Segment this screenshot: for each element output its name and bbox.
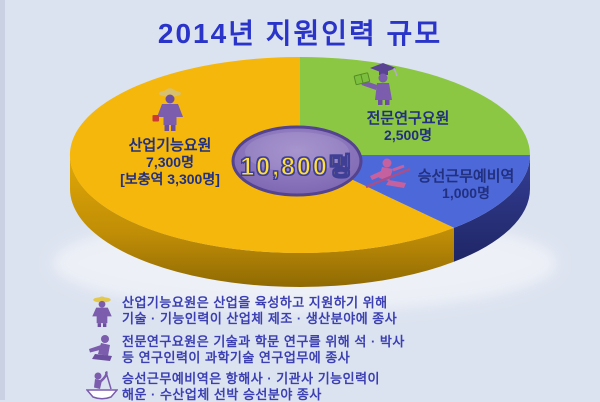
note-row-industrial: 산업기능요원은 산업을 육성하고 지원하기 위해 기술 · 기능인력이 산업체 … — [82, 295, 562, 328]
total-label: 10,800명 — [215, 147, 379, 183]
slice-label-ship: 승선근무예비역 1,000명 — [384, 168, 548, 202]
note-row-research: 전문연구요원은 기술과 학문 연구를 위해 석 · 박사 등 연구인력이 과학기… — [82, 334, 562, 365]
slice-label-research: 전문연구요원 2,500명 — [328, 110, 488, 144]
note-text: 승선근무예비역은 항해사 · 기관사 기능인력이 해운 · 수산업체 선박 승선… — [122, 371, 380, 402]
note-row-ship: 승선근무예비역은 항해사 · 기관사 기능인력이 해운 · 수산업체 선박 승선… — [82, 371, 562, 402]
note-line-1: 산업기능요원은 산업을 육성하고 지원하기 위해 — [122, 295, 397, 311]
slice-name: 전문연구요원 — [328, 110, 488, 127]
note-text: 산업기능요원은 산업을 육성하고 지원하기 위해 기술 · 기능인력이 산업체 … — [122, 295, 397, 326]
notes-list: 산업기능요원은 산업을 육성하고 지원하기 위해 기술 · 기능인력이 산업체 … — [82, 295, 562, 402]
note-line-2: 등 연구인력이 과학기술 연구업무에 종사 — [122, 350, 405, 366]
note-line-1: 전문연구요원은 기술과 학문 연구를 위해 석 · 박사 — [122, 334, 405, 350]
researcher-icon — [82, 334, 122, 362]
note-line-1: 승선근무예비역은 항해사 · 기관사 기능인력이 — [122, 371, 380, 387]
slice-name: 승선근무예비역 — [384, 168, 548, 185]
note-line-2: 기술 · 기능인력이 산업체 제조 · 생산분야에 종사 — [122, 311, 397, 327]
note-text: 전문연구요원은 기술과 학문 연구를 위해 석 · 박사 등 연구인력이 과학기… — [122, 334, 405, 365]
boat-rower-icon — [82, 371, 122, 401]
slice-value: 1,000명 — [384, 185, 548, 202]
industrial-worker-icon — [82, 295, 122, 328]
slice-value: 2,500명 — [328, 127, 488, 144]
